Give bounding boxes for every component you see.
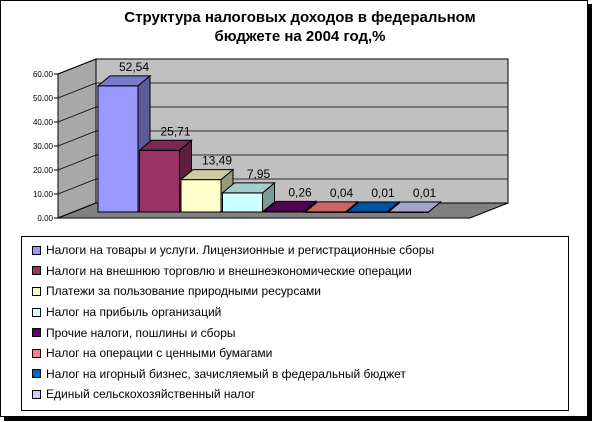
y-tick-label: 10,00 (33, 190, 54, 199)
legend-item: Налоги на внешнюю торговлю и внешнеэконо… (32, 261, 568, 282)
legend-swatch (32, 245, 41, 255)
gridline (57, 154, 508, 171)
bar (139, 149, 180, 213)
gridline (57, 130, 508, 147)
y-tick-label: 30,00 (33, 142, 54, 151)
legend-label: Единый сельскохозяйственный налог (46, 387, 256, 402)
bar (222, 192, 263, 213)
legend-label: Налог на операции с ценными бумагами (46, 346, 273, 361)
legend-swatch (32, 286, 41, 296)
legend-label: Налоги на внешнюю торговлю и внешнеэконо… (46, 263, 412, 278)
legend-label: Платежи за пользование природными ресурс… (46, 284, 321, 299)
bar-top (304, 201, 359, 213)
legend-swatch (32, 307, 41, 317)
chart-legend: Налоги на товары и услуги. Лицензионные … (21, 236, 569, 411)
chart-title: Структура налоговых доходов в федерально… (124, 9, 476, 45)
legend-label: Прочие налоги, пошлины и сборы (46, 325, 236, 340)
bar-top (138, 139, 193, 151)
legend-label: Налоги на товары и услуги. Лицензионные … (46, 243, 435, 258)
legend-label: Налог на игорный бизнес, зачисляемый в ф… (46, 366, 406, 381)
legend-swatch (32, 369, 41, 379)
legend-item: Налоги на товары и услуги. Лицензионные … (32, 240, 568, 261)
bar-top (96, 75, 152, 87)
gridline (57, 82, 508, 99)
bar-chart-plot: 0,00 10,00 20,00 30,00 40,00 50,00 60,00 52,54 2… (33, 58, 509, 223)
y-tick-label: 20,00 (33, 166, 54, 175)
gridline (57, 58, 508, 75)
gridline (57, 178, 508, 195)
legend-item: Прочие налоги, пошлины и сборы (32, 322, 568, 343)
data-label: 0,01 (413, 186, 437, 200)
legend-item: Налог на игорный бизнес, зачисляемый в ф… (32, 364, 568, 385)
y-tick-label: 40,00 (33, 118, 54, 127)
legend-item: Налог на прибыль организаций (32, 302, 568, 323)
data-label: 52,54 (119, 60, 149, 74)
legend-item: Платежи за пользование природными ресурс… (32, 281, 568, 302)
bar-top (221, 182, 276, 194)
data-label: 0,04 (330, 186, 354, 200)
legend-swatch (32, 348, 41, 358)
bar-top (387, 201, 442, 213)
legend-item: Единый сельскохозяйственный налог (32, 384, 568, 405)
y-tick-label: 60,00 (33, 70, 54, 79)
data-label: 25,71 (160, 124, 190, 138)
bar (180, 179, 222, 213)
bar-top (179, 169, 235, 181)
data-label: 7,95 (247, 167, 271, 181)
legend-swatch (32, 328, 41, 338)
bar-top (262, 200, 318, 212)
legend-item: Налог на операции с ценными бумагами (32, 343, 568, 364)
legend-swatch (32, 266, 41, 276)
y-tick-label: 0,00 (37, 214, 53, 223)
legend-swatch (32, 389, 41, 399)
bar (97, 85, 139, 213)
legend-label: Налог на прибыль организаций (46, 305, 222, 320)
gridline (57, 106, 508, 123)
bar-top (345, 201, 401, 213)
y-tick-label: 50,00 (33, 94, 54, 103)
data-label: 13,49 (202, 154, 232, 168)
data-label: 0,26 (288, 185, 312, 199)
data-label: 0,01 (371, 186, 395, 200)
